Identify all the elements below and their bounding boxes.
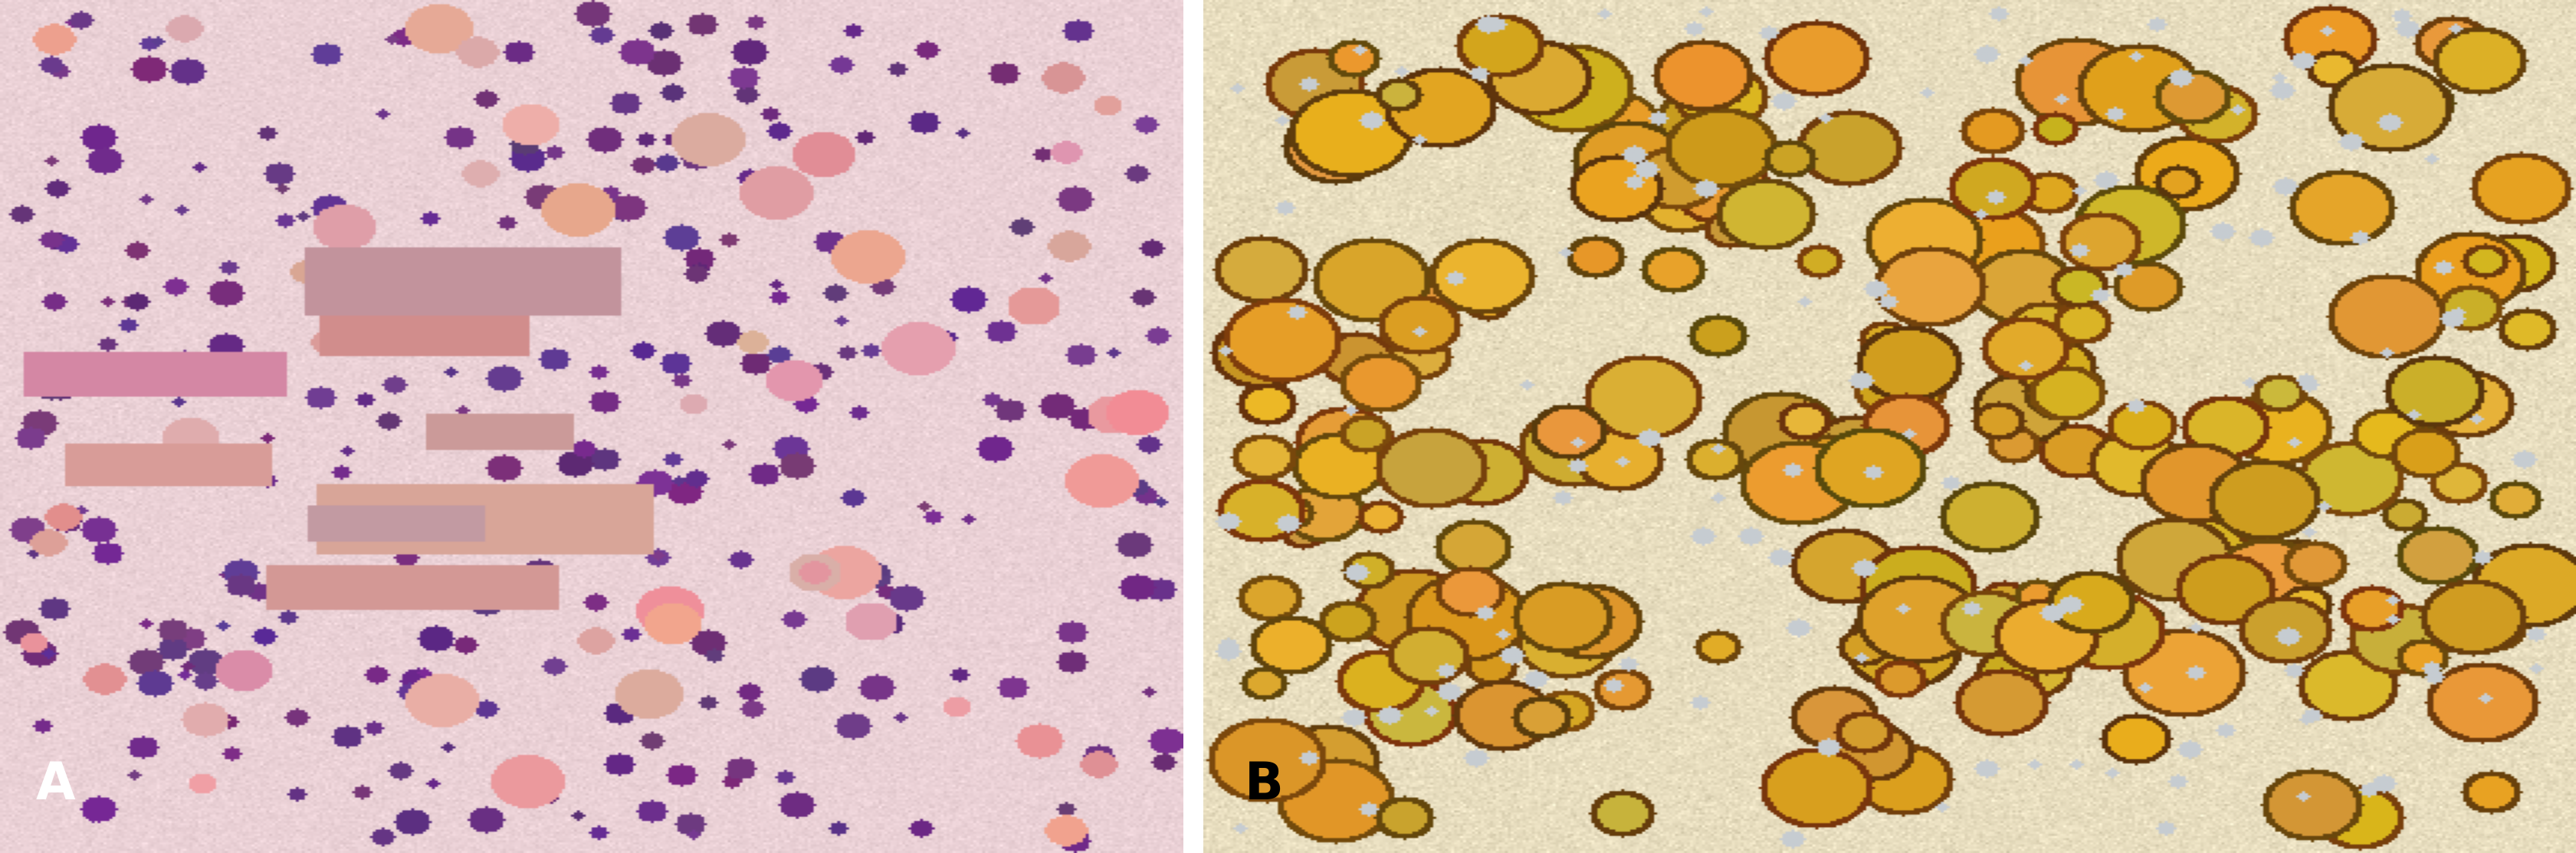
Text: B: B xyxy=(1244,760,1283,810)
Text: A: A xyxy=(36,760,75,810)
